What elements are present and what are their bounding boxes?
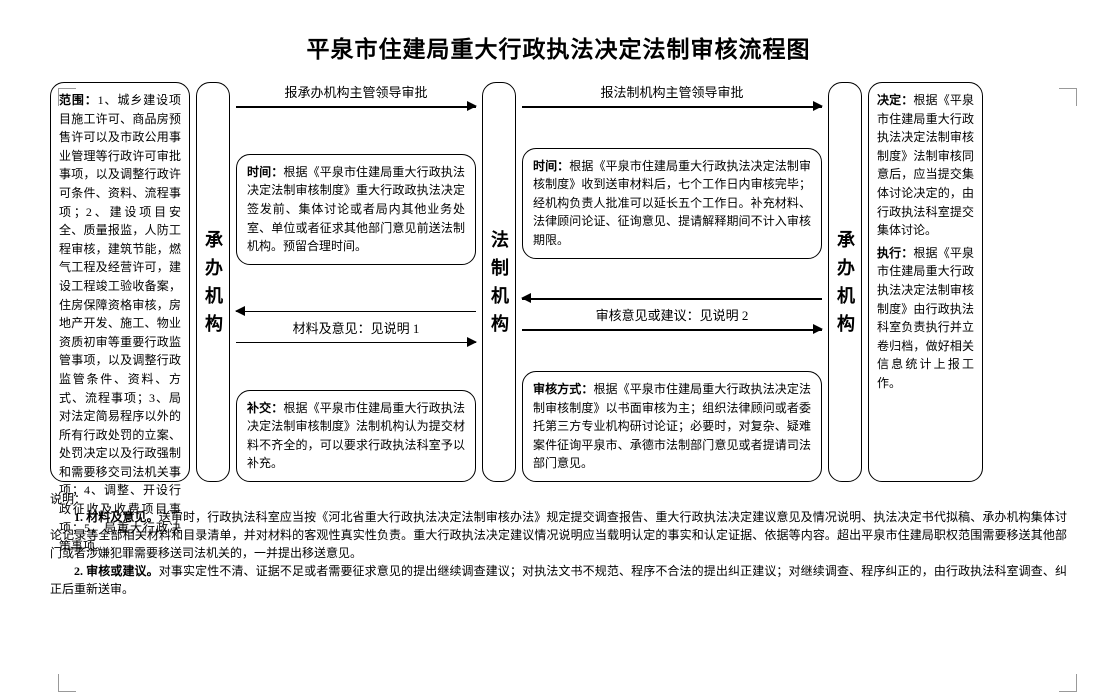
notes-heading: 说明： (50, 490, 1067, 508)
time-left-box: 时间：根据《平泉市住建局重大行政执法决定法制审核制度》重大行政政执法决定签发前、… (236, 154, 476, 265)
arrow-mid-left-label: 材料及意见：见说明 1 (293, 318, 420, 337)
arrow-line-left-icon (236, 307, 476, 317)
notes-section: 说明： 1. 材料及意见。送审时，行政执法科室应当按《河北省重大行政执法决定法制… (50, 490, 1067, 598)
arrow-mid-right: 审核意见或建议：见说明 2 (522, 294, 822, 335)
execute-para: 执行：根据《平泉市住建局重大行政执法决定法制审核制度》由行政执法科室负责执行并立… (877, 244, 974, 393)
crop-mark-br (1059, 674, 1077, 692)
arrow-mid-left: 材料及意见：见说明 1 (236, 307, 476, 348)
supp-label: 补交： (247, 401, 283, 415)
flow-col-right: 报法制机构主管领导审批 时间：根据《平泉市住建局重大行政执法决定法制审核制度》收… (522, 82, 822, 482)
decision-box: 决定：根据《平泉市住建局重大行政执法决定法制审核制度》法制审核同意后，应当提交集… (868, 82, 983, 482)
method-box: 审核方式：根据《平泉市住建局重大行政执法决定法制审核制度》以书面审核为主；组织法… (522, 371, 822, 482)
note-2-text: 对事实定性不清、证据不足或者需要征求意见的提出继续调查建议；对执法文书不规范、程… (50, 564, 1067, 596)
note-1: 1. 材料及意见。送审时，行政执法科室应当按《河北省重大行政执法决定法制审核办法… (50, 508, 1067, 562)
arrow-top-right: 报法制机构主管领导审批 (522, 82, 822, 112)
page-title: 平泉市住建局重大行政执法决定法制审核流程图 (50, 30, 1067, 64)
arrow-mid-right-label: 审核意见或建议：见说明 2 (596, 305, 749, 324)
note-2-label: 2. 审核或建议。 (74, 564, 159, 578)
supplement-box: 补交：根据《平泉市住建局重大行政执法决定法制审核制度》法制机构认为提交材料不齐全… (236, 390, 476, 482)
flow-col-left: 报承办机构主管领导审批 时间：根据《平泉市住建局重大行政执法决定法制审核制度》重… (236, 82, 476, 482)
time-right-text: 根据《平泉市住建局重大行政执法决定法制审核制度》收到送审材料后，七个工作日内审核… (533, 159, 811, 247)
page-root: 平泉市住建局重大行政执法决定法制审核流程图 范围：1、城乡建设项目施工许可、商品… (0, 0, 1117, 698)
vertical-label-chengban-2: 承办机构 (828, 82, 862, 482)
scope-box: 范围：1、城乡建设项目施工许可、商品房预售许可以及市政公用事业管理等行政许可审批… (50, 82, 190, 482)
vertical-label-fazhi: 法制机构 (482, 82, 516, 482)
method-label: 审核方式： (533, 382, 593, 396)
flow-row: 范围：1、城乡建设项目施工许可、商品房预售许可以及市政公用事业管理等行政许可审批… (50, 82, 1067, 482)
arrow-line-right-icon (522, 325, 822, 335)
crop-mark-tl (58, 88, 76, 106)
execute-label: 执行： (877, 246, 913, 260)
time-right-box: 时间：根据《平泉市住建局重大行政执法决定法制审核制度》收到送审材料后，七个工作日… (522, 148, 822, 259)
vertical-label-chengban-1: 承办机构 (196, 82, 230, 482)
arrow-line-left-icon (522, 294, 822, 304)
crop-mark-tr (1059, 88, 1077, 106)
crop-mark-bl (58, 674, 76, 692)
arrow-line-right-icon (236, 338, 476, 348)
scope-text: 1、城乡建设项目施工许可、商品房预售许可以及市政公用事业管理等行政许可审批事项，… (59, 93, 181, 553)
note-1-text: 送审时，行政执法科室应当按《河北省重大行政执法决定法制审核办法》规定提交调查报告… (50, 510, 1067, 560)
arrow-top-right-label: 报法制机构主管领导审批 (600, 82, 743, 101)
time-left-label: 时间： (247, 165, 283, 179)
arrow-top-left-label: 报承办机构主管领导审批 (284, 82, 427, 101)
decision-label: 决定： (877, 93, 913, 107)
decision-text: 根据《平泉市住建局重大行政执法决定法制审核制度》法制审核同意后，应当提交集体讨论… (877, 93, 974, 237)
decision-para: 决定：根据《平泉市住建局重大行政执法决定法制审核制度》法制审核同意后，应当提交集… (877, 91, 974, 240)
arrow-line-right-icon (522, 102, 822, 112)
execute-text: 根据《平泉市住建局重大行政执法决定法制审核制度》由行政执法科室负责执行并立卷归档… (877, 246, 974, 390)
arrow-line-right-icon (236, 102, 476, 112)
time-right-label: 时间： (533, 159, 569, 173)
note-2: 2. 审核或建议。对事实定性不清、证据不足或者需要征求意见的提出继续调查建议；对… (50, 562, 1067, 598)
arrow-top-left: 报承办机构主管领导审批 (236, 82, 476, 112)
note-1-label: 1. 材料及意见。 (74, 510, 159, 524)
